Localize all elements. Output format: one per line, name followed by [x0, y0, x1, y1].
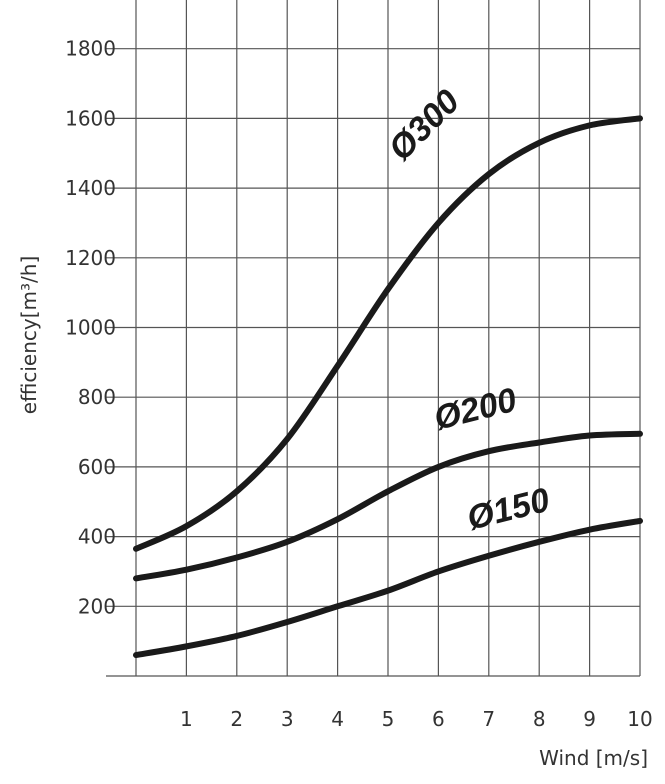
y-tick-label: 200 — [78, 594, 116, 618]
series-lines — [133, 115, 643, 659]
x-axis-ticks: 1 2 3 4 5 6 7 8 9 10 — [180, 707, 653, 731]
y-tick-label: 1200 — [65, 246, 116, 270]
y-tick-label: 800 — [78, 385, 116, 409]
x-tick-label: 8 — [533, 707, 546, 731]
x-tick-label: 6 — [432, 707, 445, 731]
y-tick-label: 1400 — [65, 176, 116, 200]
x-tick-label: 4 — [331, 707, 344, 731]
y-tick-label: 600 — [78, 455, 116, 479]
series-label: Ø300 — [381, 82, 467, 168]
x-tick-label: 2 — [230, 707, 243, 731]
grid — [106, 0, 641, 677]
series-label: Ø200 — [430, 381, 520, 438]
x-tick-label: 5 — [382, 707, 395, 731]
y-tick-label: 400 — [78, 525, 116, 549]
y-axis-label: efficiency[m³/h] — [17, 256, 41, 415]
y-tick-label: 1600 — [65, 106, 116, 130]
series-line-3 — [133, 517, 643, 659]
x-tick-label: 3 — [281, 707, 294, 731]
y-tick-label: 1800 — [65, 37, 116, 61]
x-tick-label: 1 — [180, 707, 193, 731]
series-label: Ø150 — [463, 481, 553, 538]
y-tick-label: 1000 — [65, 316, 116, 340]
x-axis-label: Wind [m/s] — [539, 746, 648, 770]
x-tick-label: 9 — [583, 707, 596, 731]
series-line-2 — [133, 430, 643, 582]
x-tick-label: 7 — [482, 707, 495, 731]
y-axis-ticks: 200 400 600 800 1000 1200 1400 1600 1800 — [65, 37, 116, 619]
series-line-1 — [133, 115, 643, 552]
x-tick-label: 10 — [627, 707, 652, 731]
